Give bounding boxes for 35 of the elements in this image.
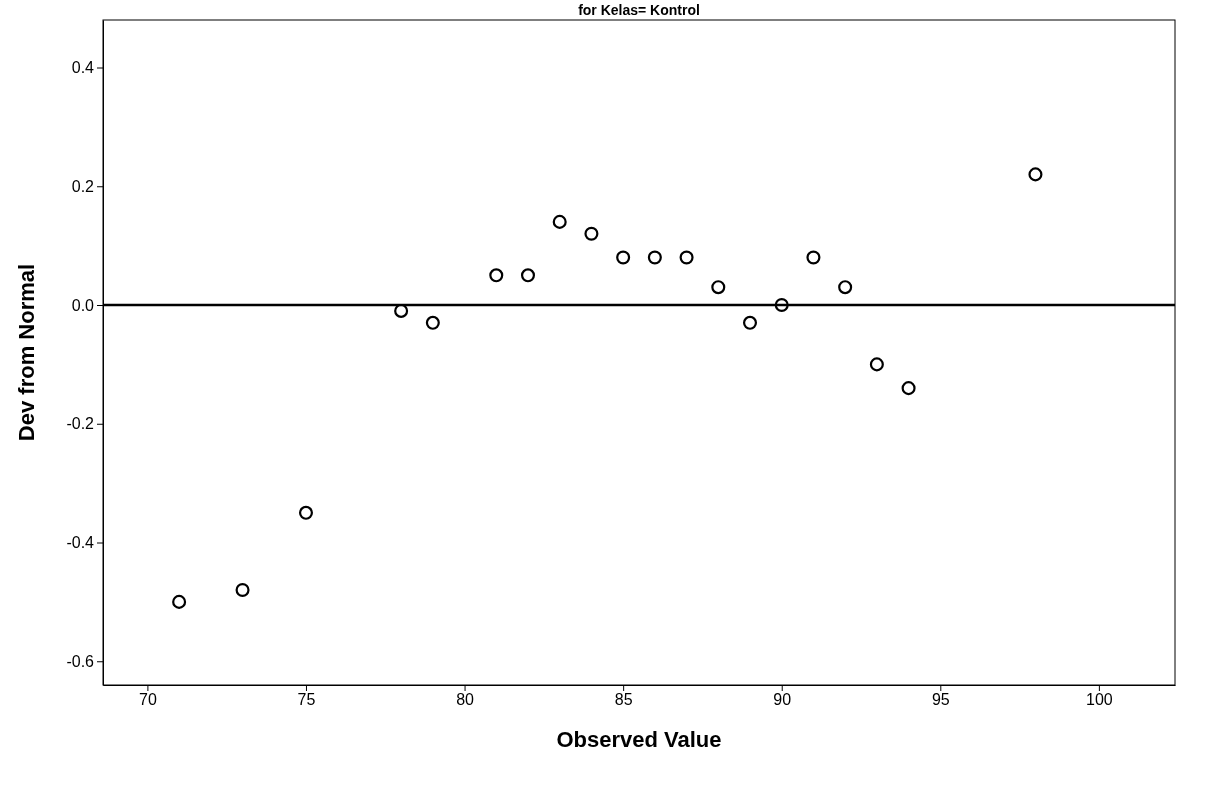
y-tick-label: 0.0: [71, 296, 95, 314]
point: [584, 226, 599, 241]
point: [552, 214, 567, 229]
point: [489, 268, 504, 283]
y-axis-title: Dev from Normal: [14, 263, 39, 442]
x-tick-label: 90: [773, 691, 792, 709]
point: [679, 250, 694, 265]
x-tick-label: 75: [297, 691, 316, 709]
point: [711, 280, 726, 295]
x-tick-label: 80: [456, 691, 475, 709]
point: [616, 250, 631, 265]
x-tick-label: 95: [931, 691, 950, 709]
point: [869, 357, 884, 372]
y-tick-label: -0.6: [66, 652, 95, 670]
point: [742, 315, 758, 330]
x-tick-label: 85: [614, 691, 633, 709]
y-tick-label: 0.2: [71, 177, 95, 195]
point: [774, 297, 789, 313]
point: [425, 315, 440, 330]
y-tick-label: -0.2: [66, 415, 95, 433]
point: [1028, 167, 1043, 182]
x-tick-label: 100: [1086, 691, 1113, 709]
x-tick-label: 70: [139, 691, 157, 709]
x-axis-title: Observed Value: [556, 727, 722, 752]
point: [172, 594, 187, 609]
point: [298, 505, 313, 520]
chart-title: for Kelas= Kontrol: [578, 2, 700, 18]
point: [806, 250, 821, 265]
y-tick-label: -0.4: [66, 534, 95, 552]
point: [647, 250, 662, 265]
point: [235, 582, 250, 598]
point: [520, 268, 536, 283]
point: [838, 280, 853, 295]
y-tick-label: 0.4: [71, 59, 95, 77]
point: [901, 381, 916, 396]
